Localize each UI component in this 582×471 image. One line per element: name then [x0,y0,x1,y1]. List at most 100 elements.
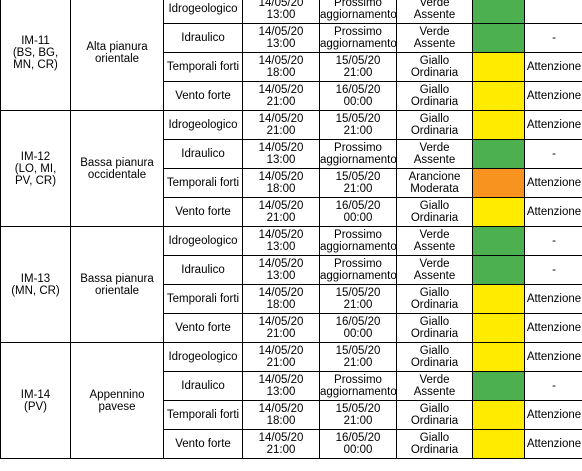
start-time-cell: 14/05/20 21:00 [242,429,320,459]
start-time-cell: 14/05/20 13:00 [242,23,320,53]
end-time-cell: 15/05/20 21:00 [319,284,397,314]
end-time-cell: 16/05/20 00:00 [319,313,397,343]
table-row: Temporali forti 14/05/20 18:00 15/05/20 21:0… [1,400,582,430]
table-row: IM-11 (BS, BG, MN, CR) Alta pianura oriental… [0,0,582,111]
alert-level-cell: Giallo Ordinaria [396,313,473,343]
end-time-cell: 15/05/20 21:00 [319,342,397,372]
risk-type-cell: Temporali forti [163,52,243,82]
zone-code-cell: IM-11 (BS, BG, MN, CR) [0,0,71,111]
status-note-cell [524,0,582,24]
start-time-cell: 14/05/20 13:00 [242,255,320,285]
alert-color-swatch [472,371,525,401]
zone-name-cell: Bassa pianura occidentale [70,110,164,227]
risk-type-cell: Vento forte [163,81,243,111]
table-row: Idraulico 14/05/20 13:00 Prossimo aggiorname… [1,23,582,53]
risk-type-cell: Idrogeologico [163,0,243,24]
table-row: Vento forte 14/05/20 21:00 16/05/20 00:00 Gia… [1,197,582,227]
status-note-cell: - [524,226,582,256]
status-note-cell: Attenzione [524,400,582,430]
alert-level-cell: Verde Assente [396,371,473,401]
risk-type-cell: Idraulico [163,23,243,53]
status-note-cell: Attenzione [524,284,582,314]
risk-type-cell: Vento forte [163,197,243,227]
alert-level-cell: Giallo Ordinaria [396,284,473,314]
table-body: IM-11 (BS, BG, MN, CR) Alta pianura oriental… [0,0,582,459]
end-time-cell: Prossimo aggiornamento [319,255,397,285]
table-row: Idraulico 14/05/20 13:00 Prossimo aggiorname… [1,371,582,401]
end-time-cell: 16/05/20 00:00 [319,81,397,111]
status-note-cell: Attenzione [524,197,582,227]
risk-type-cell: Idrogeologico [163,226,243,256]
status-note-cell: Attenzione [524,81,582,111]
alert-level-cell: Giallo Ordinaria [396,400,473,430]
risk-type-cell: Temporali forti [163,168,243,198]
start-time-cell: 14/05/20 21:00 [242,81,320,111]
alert-color-swatch [472,255,525,285]
zone-name-cell: Bassa pianura orientale [70,226,164,343]
zone-code-cell: IM-14 (PV) [0,342,71,459]
risk-type-cell: Idraulico [163,255,243,285]
status-note-cell: Attenzione [524,110,582,140]
zone-name-cell: Appennino pavese [70,342,164,459]
end-time-cell: 15/05/20 21:00 [319,168,397,198]
risk-type-cell: Temporali forti [163,284,243,314]
end-time-cell: Prossimo aggiornamento [319,226,397,256]
risk-type-cell: Temporali forti [163,400,243,430]
alert-level-cell: Arancione Moderata [396,168,473,198]
table-row: Temporali forti 14/05/20 18:00 15/05/20 21:0… [1,168,582,198]
start-time-cell: 14/05/20 18:00 [242,168,320,198]
alert-level-cell: Verde Assente [396,23,473,53]
risk-type-cell: Vento forte [163,429,243,459]
table-row: IM-12 (LO, MI, PV, CR) Bassa pianura occiden… [0,110,582,227]
risk-type-cell: Idraulico [163,139,243,169]
start-time-cell: 14/05/20 21:00 [242,342,320,372]
risk-type-cell: Idraulico [163,371,243,401]
end-time-cell: Prossimo aggiornamento [319,0,397,24]
status-note-cell: - [524,139,582,169]
start-time-cell: 14/05/20 21:00 [242,313,320,343]
status-note-cell: - [524,255,582,285]
status-note-cell: Attenzione [524,342,582,372]
alert-color-swatch [472,429,525,459]
alert-level-cell: Verde Assente [396,255,473,285]
end-time-cell: Prossimo aggiornamento [319,139,397,169]
table-row: Idraulico 14/05/20 13:00 Prossimo aggiorname… [1,139,582,169]
table-row: Vento forte 14/05/20 21:00 16/05/20 00:00 Gia… [1,429,582,459]
alert-level-cell: Verde Assente [396,226,473,256]
alert-color-swatch [472,52,525,82]
end-time-cell: 15/05/20 21:00 [319,400,397,430]
alert-color-swatch [472,139,525,169]
alert-table: IM-11 (BS, BG, MN, CR) Alta pianura oriental… [0,0,582,459]
zone-code-cell: IM-13 (MN, CR) [0,226,71,343]
start-time-cell: 14/05/20 13:00 [242,0,320,24]
alert-color-swatch [472,110,525,140]
start-time-cell: 14/05/20 18:00 [242,52,320,82]
risk-type-cell: Idrogeologico [163,110,243,140]
alert-color-swatch [472,284,525,314]
start-time-cell: 14/05/20 13:00 [242,371,320,401]
table-row: Temporali forti 14/05/20 18:00 15/05/20 21:0… [1,52,582,82]
alert-color-swatch [472,313,525,343]
status-note-cell: - [524,371,582,401]
table-row: Idraulico 14/05/20 13:00 Prossimo aggiorname… [1,255,582,285]
alert-level-cell: Giallo Ordinaria [396,429,473,459]
alert-color-swatch [472,168,525,198]
end-time-cell: Prossimo aggiornamento [319,23,397,53]
table-row: Vento forte 14/05/20 21:00 16/05/20 00:00 Gia… [1,313,582,343]
alert-level-cell: Giallo Ordinaria [396,52,473,82]
risk-type-cell: Idrogeologico [163,342,243,372]
status-note-cell: Attenzione [524,52,582,82]
start-time-cell: 14/05/20 13:00 [242,226,320,256]
alert-color-swatch [472,81,525,111]
alert-level-cell: Giallo Ordinaria [396,342,473,372]
start-time-cell: 14/05/20 21:00 [242,197,320,227]
alert-level-cell: Verde Assente [396,0,473,24]
zone-code-cell: IM-12 (LO, MI, PV, CR) [0,110,71,227]
start-time-cell: 14/05/20 21:00 [242,110,320,140]
table-row: IM-14 (PV) Appennino pavese Idrogeologico 14… [0,342,582,459]
start-time-cell: 14/05/20 13:00 [242,139,320,169]
alert-level-cell: Giallo Ordinaria [396,110,473,140]
alert-color-swatch [472,0,525,24]
alert-color-swatch [472,400,525,430]
risk-type-cell: Vento forte [163,313,243,343]
